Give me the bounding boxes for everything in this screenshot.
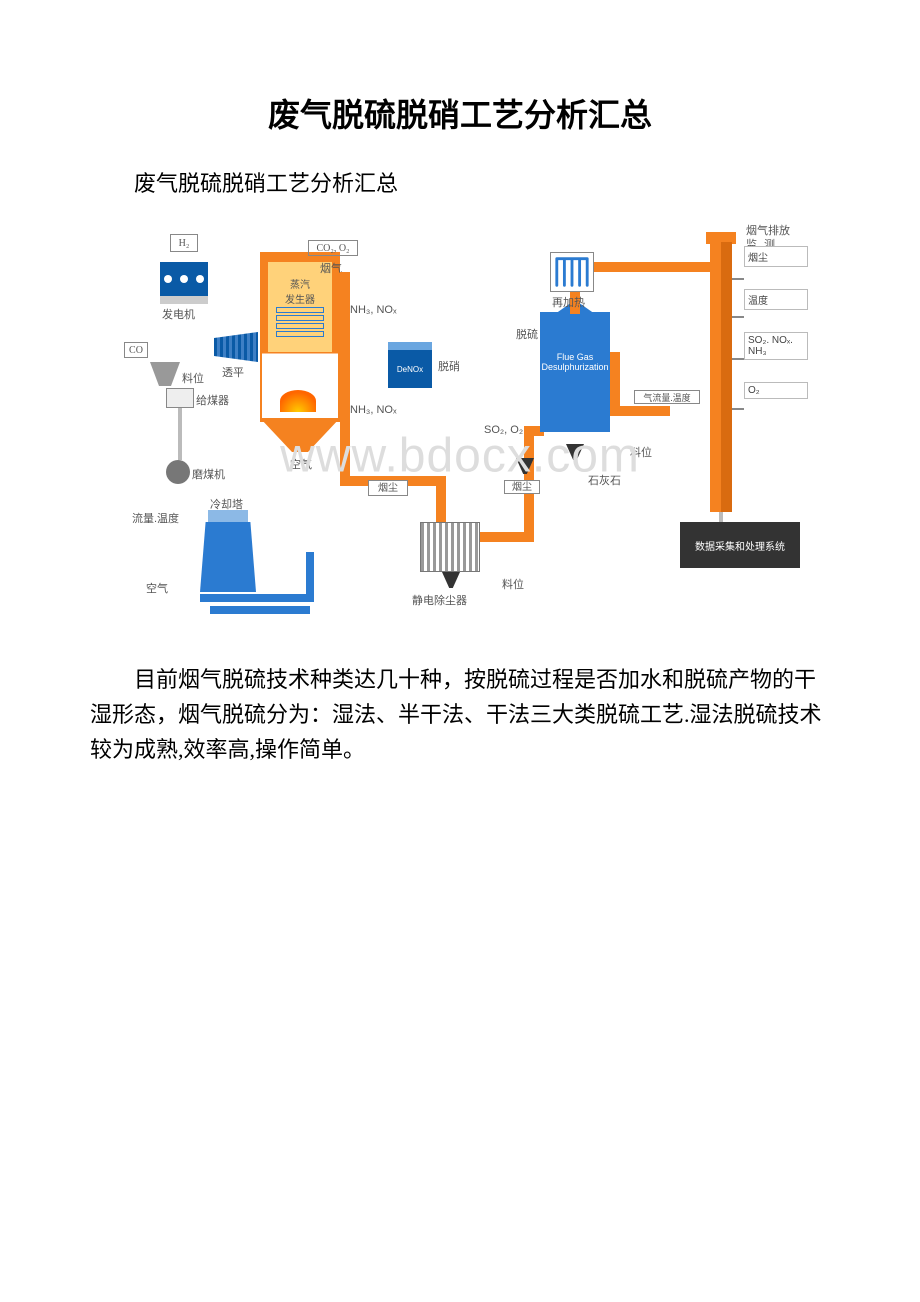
level-r-label: 料位 bbox=[630, 444, 652, 460]
water-pipe-1 bbox=[200, 594, 310, 602]
air-mid-label: 空气 bbox=[290, 456, 312, 472]
turbine-label: 透平 bbox=[222, 364, 244, 380]
flue-dust-r-label: 烟尘 bbox=[504, 480, 540, 494]
stack-icon bbox=[710, 242, 732, 512]
fgd-tower-icon: Flue Gas Desulphurization bbox=[540, 312, 610, 432]
boiler-funnel bbox=[260, 418, 340, 452]
cooling-top bbox=[208, 510, 248, 524]
monitor-temp: 温度 bbox=[744, 289, 808, 310]
flue-pipe-8a bbox=[610, 352, 620, 412]
flue-pipe-7 bbox=[594, 262, 712, 272]
flue-pipe-1 bbox=[340, 272, 350, 482]
esp-icon bbox=[420, 522, 480, 572]
monitor-dust: 烟尘 bbox=[744, 246, 808, 267]
monitor-sox: SO₂. NOₓ. NH₃ bbox=[744, 332, 808, 360]
turbine-icon bbox=[214, 332, 258, 362]
cooling-tower-icon bbox=[200, 522, 256, 592]
nh3nox-top-label: NH₃, NOₓ bbox=[350, 304, 397, 316]
so2o2-label: SO₂, O₂ bbox=[484, 424, 523, 436]
air-left-label: 空气 bbox=[146, 580, 168, 596]
generator-icon bbox=[160, 262, 208, 296]
reheater-icon bbox=[550, 252, 594, 292]
flow-temp-label: 流量.温度 bbox=[132, 510, 179, 526]
limestone-label: 石灰石 bbox=[588, 472, 621, 488]
monitor-column: 烟尘 温度 SO₂. NOₓ. NH₃ O₂ bbox=[744, 246, 808, 399]
nh3nox-bot-label: NH₃, NOₓ bbox=[350, 404, 397, 416]
gasflow-label: 气流量.温度 bbox=[634, 390, 700, 404]
water-pipe-2 bbox=[306, 552, 314, 602]
h2-label: H₂ bbox=[170, 234, 198, 252]
boiler-label-a: 蒸汽 bbox=[290, 276, 310, 291]
esp-hopper bbox=[442, 572, 460, 588]
fluegas-label: 烟气 bbox=[320, 260, 342, 276]
fgd-label: 脱硫 bbox=[516, 326, 538, 342]
coal-pipe bbox=[178, 408, 182, 460]
feeder-label: 给煤器 bbox=[196, 392, 229, 408]
monitor-o2: O₂ bbox=[744, 382, 808, 399]
flue-pipe-4 bbox=[480, 532, 530, 542]
mill-label: 磨煤机 bbox=[192, 466, 225, 482]
denox-icon: DeNOx bbox=[388, 342, 432, 388]
co-label: CO bbox=[124, 342, 148, 358]
mill-icon bbox=[166, 460, 190, 484]
process-diagram: H₂ 发电机 CO 料位 给煤器 磨煤机 透平 蒸汽 发生器 空气 CO₂, O… bbox=[110, 212, 810, 632]
co2o2-label: CO₂, O₂ bbox=[308, 240, 358, 256]
data-system-box: 数据采集和处理系统 bbox=[680, 522, 800, 568]
generator-label: 发电机 bbox=[162, 306, 195, 322]
page-title: 废气脱硫脱硝工艺分析汇总 bbox=[90, 90, 830, 136]
fgd-text-a: Flue Gas bbox=[540, 352, 610, 362]
esp-level-label: 料位 bbox=[502, 576, 524, 592]
body-paragraph: 目前烟气脱硫技术种类达几十种，按脱硫过程是否加水和脱硫产物的干湿形态，烟气脱硫分… bbox=[90, 662, 830, 768]
generator-base bbox=[160, 296, 208, 304]
flue-dust-l-label: 烟尘 bbox=[368, 480, 408, 496]
coal-level-label: 料位 bbox=[182, 370, 204, 386]
flue-pipe-8b bbox=[610, 406, 670, 416]
denox-text: DeNOx bbox=[397, 365, 423, 374]
page-subtitle: 废气脱硫脱硝工艺分析汇总 bbox=[90, 166, 830, 198]
coal-hopper-icon bbox=[150, 362, 180, 386]
reheater-label: 再加热 bbox=[552, 294, 585, 310]
watermark: www.bdocx.com bbox=[280, 428, 640, 483]
fgd-text-b: Desulphurization bbox=[540, 362, 610, 372]
fgd-hopper-2 bbox=[566, 444, 584, 460]
boiler-label-b: 发生器 bbox=[285, 291, 315, 306]
denox-label: 脱硝 bbox=[438, 358, 460, 374]
water-pipe-3 bbox=[210, 606, 310, 614]
feeder-icon bbox=[166, 388, 194, 408]
esp-label: 静电除尘器 bbox=[412, 592, 467, 608]
flame-icon bbox=[280, 390, 316, 412]
flue-pipe-3 bbox=[436, 476, 446, 522]
